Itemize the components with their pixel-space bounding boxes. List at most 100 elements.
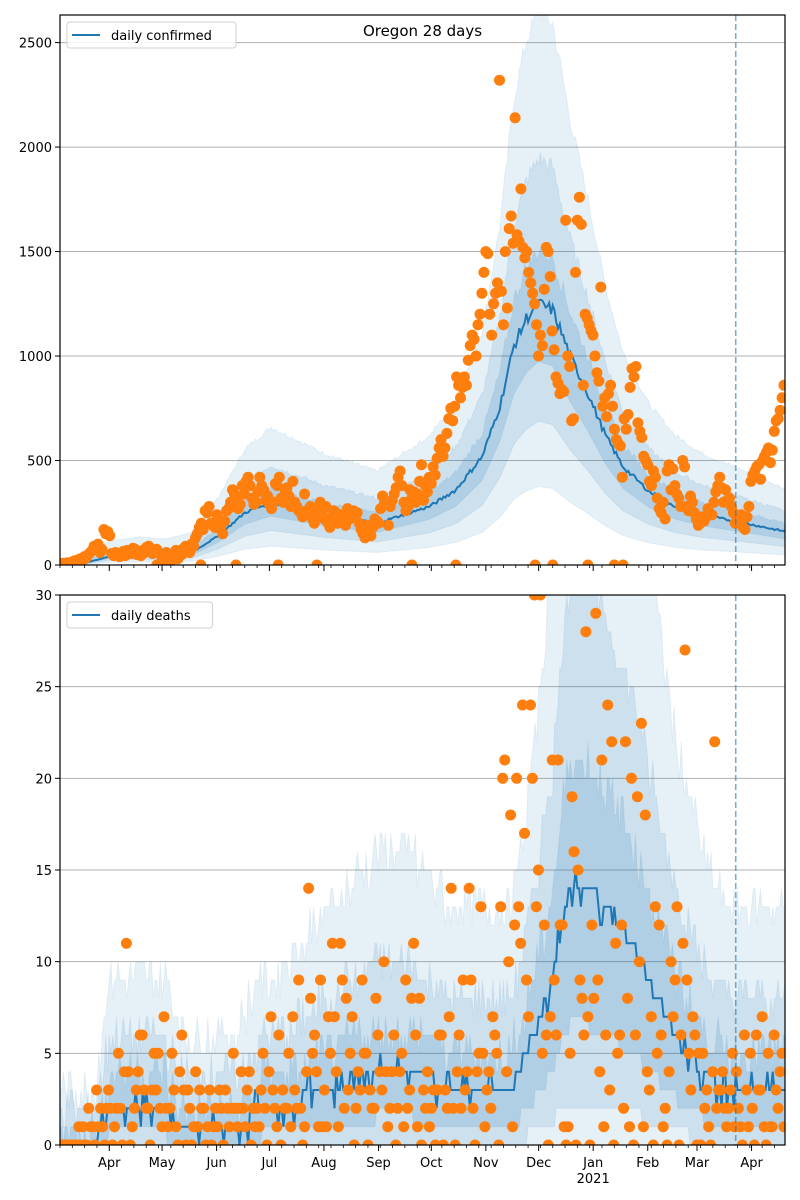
observed-point — [354, 1084, 366, 1096]
observed-point — [734, 1121, 746, 1133]
observed-point — [386, 1066, 398, 1078]
observed-point — [587, 329, 599, 341]
observed-point — [463, 882, 475, 894]
observed-point — [521, 246, 533, 258]
observed-point — [649, 901, 661, 913]
observed-point — [396, 1047, 408, 1059]
observed-point — [679, 644, 691, 656]
observed-point — [544, 271, 556, 283]
legend-label: daily confirmed — [111, 29, 212, 44]
observed-point — [679, 461, 691, 473]
observed-point — [251, 1102, 263, 1114]
observed-point — [657, 496, 669, 508]
observed-point — [501, 302, 513, 314]
observed-point — [525, 699, 536, 711]
observed-point — [356, 974, 368, 986]
x-tick-label: Apr — [740, 1156, 763, 1171]
observed-point — [120, 937, 132, 949]
observed-point — [336, 974, 348, 986]
observed-point — [562, 1121, 574, 1133]
observed-point — [495, 901, 507, 913]
observed-point — [344, 1047, 356, 1059]
observed-point — [699, 1102, 711, 1114]
observed-point — [743, 501, 755, 512]
observed-point — [544, 1011, 556, 1023]
observed-point — [573, 191, 585, 203]
observed-point — [447, 415, 459, 427]
observed-point — [311, 559, 323, 565]
observed-point — [104, 530, 116, 542]
observed-point — [673, 492, 685, 504]
observed-point — [297, 1139, 309, 1145]
observed-point — [340, 992, 352, 1004]
observed-point — [617, 559, 629, 565]
observed-point — [530, 901, 542, 913]
observed-point — [754, 1084, 766, 1096]
observed-point — [112, 1047, 124, 1059]
observed-point — [293, 974, 305, 986]
x-tick-label: Jun — [205, 1156, 226, 1171]
observed-point — [394, 1066, 406, 1078]
observed-point — [714, 471, 726, 483]
observed-point — [483, 1066, 495, 1078]
observed-point — [608, 1139, 620, 1145]
observed-point — [673, 1139, 685, 1145]
observed-point — [653, 919, 665, 931]
observed-point — [451, 371, 463, 383]
observed-point — [538, 283, 550, 295]
observed-point — [122, 1066, 134, 1078]
observed-point — [309, 1029, 320, 1041]
observed-point — [706, 509, 718, 521]
x-tick-sublabel: 2021 — [577, 1172, 610, 1187]
observed-point — [709, 736, 721, 748]
observed-point — [96, 543, 108, 555]
observed-point — [731, 1066, 742, 1078]
observed-point — [431, 1084, 443, 1096]
observed-point — [529, 559, 541, 565]
observed-point — [425, 478, 437, 489]
x-tick-label: Nov — [473, 1156, 499, 1171]
observed-point — [162, 1121, 174, 1133]
observed-point — [546, 325, 558, 337]
observed-point — [97, 1121, 109, 1133]
observed-point — [410, 1029, 422, 1041]
observed-point — [632, 417, 644, 429]
observed-point — [736, 1139, 748, 1145]
observed-point — [114, 1102, 126, 1114]
uncertainty-band — [60, 595, 785, 1145]
plot-area — [60, 15, 785, 565]
observed-point — [378, 956, 390, 968]
observed-point — [166, 1047, 178, 1059]
observed-point — [243, 1066, 255, 1078]
observed-point — [499, 246, 511, 258]
observed-point — [576, 992, 588, 1004]
observed-point — [677, 937, 689, 949]
observed-point — [326, 937, 338, 949]
observed-point — [267, 1084, 279, 1096]
observed-point — [273, 471, 285, 483]
observed-point — [457, 974, 469, 986]
observed-point — [593, 375, 605, 387]
observed-point — [542, 246, 554, 258]
observed-point — [194, 1084, 206, 1096]
observed-point — [184, 1102, 196, 1114]
observed-point — [449, 1139, 461, 1145]
observed-point — [665, 956, 677, 968]
observed-point — [437, 450, 449, 462]
plot-frame — [59, 14, 786, 566]
observed-point — [477, 1047, 489, 1059]
observed-point — [755, 473, 767, 485]
observed-point — [646, 480, 657, 492]
observed-point — [606, 736, 618, 748]
observed-point — [168, 1084, 180, 1096]
observed-point — [241, 1084, 253, 1096]
observed-point — [368, 1102, 380, 1114]
y-tick-label: 2000 — [19, 141, 52, 156]
observed-point — [740, 1084, 752, 1096]
observed-point — [372, 1029, 384, 1041]
observed-point — [364, 1084, 376, 1096]
observed-point — [244, 480, 256, 492]
observed-point — [124, 1139, 136, 1145]
y-tick-label: 1000 — [19, 350, 52, 365]
deaths-panel: 0 5 10 15 20 25 30 Apr May Jun Jul Aug Sep Oct Nov Dec J… — [35, 589, 786, 1187]
